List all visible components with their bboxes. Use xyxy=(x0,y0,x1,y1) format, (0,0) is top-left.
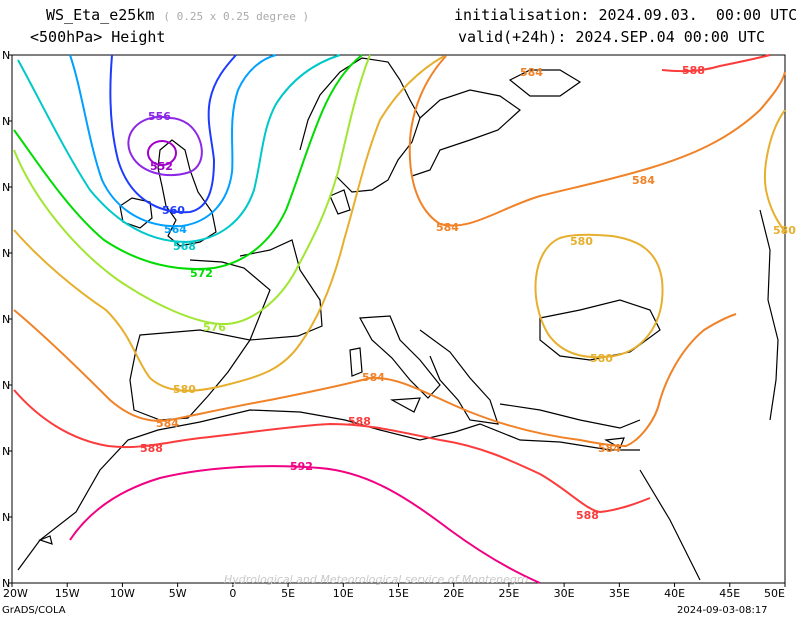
contour-labels: 556 552 560 564 568 572 576 580 580 580 … xyxy=(140,64,796,522)
contour-label: 580 xyxy=(173,383,196,396)
resolution-note: ( 0.25 x 0.25 degree ) xyxy=(163,10,310,23)
coast-red-sea xyxy=(639,469,701,581)
valid-time: valid(+24h): 2024.SEP.04 00:00 UTC xyxy=(458,28,766,46)
contour-label: 588 xyxy=(576,509,599,522)
lon-tick-label: 5W xyxy=(169,587,187,600)
lat-tick-label: N xyxy=(2,247,10,260)
software-credit: GrADS/COLA xyxy=(2,605,66,616)
contour-576 xyxy=(13,54,371,326)
contour-564 xyxy=(69,54,277,228)
coastlines xyxy=(17,57,779,581)
lat-tick-label: N xyxy=(2,511,10,524)
contour-label: 584 xyxy=(436,221,459,234)
contour-label: 584 xyxy=(632,174,655,187)
contour-584-north xyxy=(408,55,786,227)
lon-tick-label: 15W xyxy=(55,587,80,600)
lon-tick-label: 35E xyxy=(609,587,630,600)
contour-588-north xyxy=(661,54,771,73)
lat-tick-label: N xyxy=(2,49,10,62)
contour-572 xyxy=(13,54,363,270)
contour-580-west xyxy=(13,55,445,392)
contour-label: 556 xyxy=(148,110,171,123)
lon-tick-label: 50E xyxy=(764,587,785,600)
contour-label: 568 xyxy=(173,240,196,253)
coast-cyprus xyxy=(604,437,625,449)
lon-tick-label: 0 xyxy=(229,587,236,600)
lat-tick-label: N xyxy=(2,115,10,128)
contour-584-south xyxy=(13,309,737,448)
coast-scandinavia xyxy=(299,57,421,193)
contour-588-south xyxy=(13,389,651,514)
coast-africa xyxy=(17,409,640,571)
contour-label: 552 xyxy=(150,160,173,173)
coast-sardinia xyxy=(349,347,363,377)
contour-label: 588 xyxy=(140,442,163,455)
contour-556 xyxy=(127,115,203,177)
contour-580-east xyxy=(764,109,786,233)
contour-label: 580 xyxy=(590,352,613,365)
height-contours xyxy=(13,54,786,584)
coast-black-sea xyxy=(539,299,661,361)
lat-tick-label: N xyxy=(2,313,10,326)
coast-france xyxy=(189,239,323,341)
lon-tick-label: 40E xyxy=(664,587,685,600)
contour-label: 588 xyxy=(348,415,371,428)
coast-islet xyxy=(38,535,53,545)
contour-592 xyxy=(69,465,541,584)
coast-britain xyxy=(157,139,217,247)
model-title: WS_Eta_e25km ( 0.25 x 0.25 degree ) xyxy=(46,6,310,24)
contour-label: 580 xyxy=(773,224,796,237)
contour-label: 560 xyxy=(162,204,185,217)
contour-label: 580 xyxy=(570,235,593,248)
map-frame xyxy=(11,54,786,584)
contour-552 xyxy=(147,140,177,166)
lon-tick-label: 20E xyxy=(443,587,464,600)
contour-label: 584 xyxy=(156,417,179,430)
contour-label: 588 xyxy=(682,64,705,77)
lon-tick-label: 25E xyxy=(498,587,519,600)
coast-sicily xyxy=(389,397,421,413)
lon-tick-label: 5E xyxy=(281,587,295,600)
axes: 20W 15W 10W 5W 0 5E 10E 15E 20E 25E 30E 35E 40E 45E 50… xyxy=(2,49,786,600)
contour-label: 592 xyxy=(290,460,313,473)
contour-label: 572 xyxy=(190,267,213,280)
lon-tick-label: 15E xyxy=(388,587,409,600)
coast-italy xyxy=(359,315,441,399)
coast-caspian xyxy=(759,209,779,421)
contour-580-ring xyxy=(534,233,664,359)
coast-denmark xyxy=(329,189,351,215)
contour-560 xyxy=(109,54,237,214)
render-timestamp: 2024-09-03-08:17 xyxy=(677,605,768,616)
longitude-ticks: 20W 15W 10W 5W 0 5E 10E 15E 20E 25E 30E 35E 40E 45E 50… xyxy=(3,583,786,600)
coast-finland xyxy=(411,89,521,177)
latitude-ticks: N N N N N N N N N xyxy=(2,49,12,590)
coast-islands xyxy=(508,69,582,97)
watermark: Hydrological and Meteorological service … xyxy=(224,573,529,586)
contour-label: 564 xyxy=(164,223,187,236)
lon-tick-label: 45E xyxy=(719,587,740,600)
init-time: initialisation: 2024.09.03. 00:00 UTC xyxy=(454,6,798,24)
lon-tick-label: 30E xyxy=(554,587,575,600)
lon-tick-label: 20W xyxy=(3,587,28,600)
contour-label: 584 xyxy=(520,66,543,79)
lon-tick-label: 10W xyxy=(110,587,135,600)
lon-tick-label: 10E xyxy=(333,587,354,600)
coast-iberia xyxy=(129,329,252,421)
lat-tick-label: N xyxy=(2,577,10,590)
contour-label: 584 xyxy=(362,371,385,384)
contour-label: 576 xyxy=(203,321,226,334)
contour-label: 584 xyxy=(598,442,621,455)
lat-tick-label: N xyxy=(2,181,10,194)
contour-568 xyxy=(17,54,341,244)
coast-balkans xyxy=(419,329,499,425)
lat-tick-label: N xyxy=(2,445,10,458)
coast-turkey xyxy=(499,403,641,429)
lat-tick-label: N xyxy=(2,379,10,392)
level-title: <500hPa> Height xyxy=(30,28,166,46)
